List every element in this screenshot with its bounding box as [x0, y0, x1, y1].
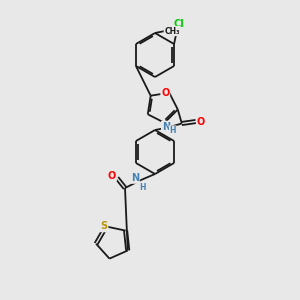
Text: H: H	[169, 126, 176, 135]
Text: N: N	[131, 173, 139, 183]
Text: H: H	[140, 182, 146, 191]
Text: O: O	[197, 116, 205, 127]
Text: O: O	[108, 171, 116, 181]
Text: O: O	[161, 88, 170, 98]
Text: CH₃: CH₃	[164, 26, 180, 35]
Text: N: N	[162, 122, 170, 131]
Text: Cl: Cl	[174, 19, 184, 29]
Text: S: S	[100, 221, 108, 232]
